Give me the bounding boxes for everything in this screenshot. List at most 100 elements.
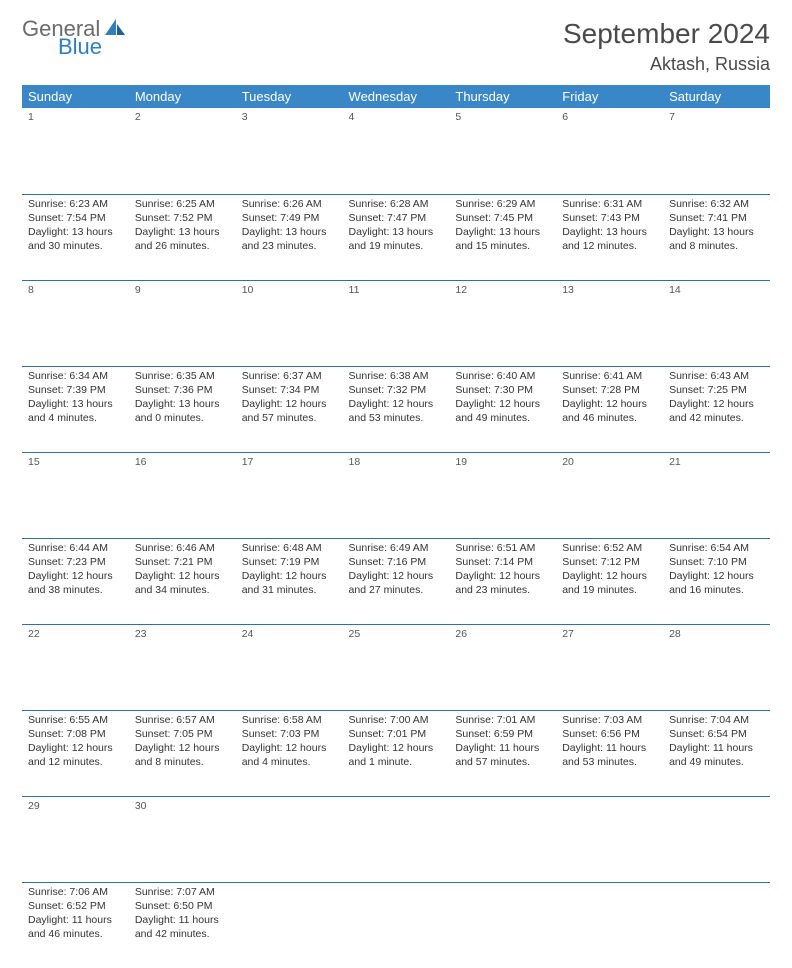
weekday-header: Wednesday	[343, 85, 450, 108]
sunrise-line: Sunrise: 6:29 AM	[455, 197, 550, 211]
day-number-cell: 3	[236, 108, 343, 194]
daylight-line: Daylight: 12 hours and 49 minutes.	[455, 397, 550, 425]
sunset-line: Sunset: 7:14 PM	[455, 555, 550, 569]
day-number-cell	[663, 796, 770, 882]
day-cell	[449, 882, 556, 968]
sunset-line: Sunset: 7:36 PM	[135, 383, 230, 397]
header: General Blue September 2024 Aktash, Russ…	[22, 18, 770, 75]
sunrise-line: Sunrise: 6:37 AM	[242, 369, 337, 383]
sunrise-line: Sunrise: 7:04 AM	[669, 713, 764, 727]
day-number-cell: 14	[663, 280, 770, 366]
sunrise-line: Sunrise: 6:43 AM	[669, 369, 764, 383]
day-cell: Sunrise: 7:04 AMSunset: 6:54 PMDaylight:…	[663, 710, 770, 796]
daylight-line: Daylight: 12 hours and 38 minutes.	[28, 569, 123, 597]
sunset-line: Sunset: 7:34 PM	[242, 383, 337, 397]
sunset-line: Sunset: 7:52 PM	[135, 211, 230, 225]
sunset-line: Sunset: 7:21 PM	[135, 555, 230, 569]
day-number-cell: 17	[236, 452, 343, 538]
day-number-cell: 18	[343, 452, 450, 538]
sunset-line: Sunset: 6:50 PM	[135, 899, 230, 913]
day-number-cell: 2	[129, 108, 236, 194]
day-number-cell: 10	[236, 280, 343, 366]
daylight-line: Daylight: 12 hours and 23 minutes.	[455, 569, 550, 597]
sunset-line: Sunset: 6:59 PM	[455, 727, 550, 741]
week-row: Sunrise: 6:55 AMSunset: 7:08 PMDaylight:…	[22, 710, 770, 796]
sunset-line: Sunset: 7:01 PM	[349, 727, 444, 741]
day-number-cell: 1	[22, 108, 129, 194]
day-cell: Sunrise: 7:01 AMSunset: 6:59 PMDaylight:…	[449, 710, 556, 796]
sunset-line: Sunset: 6:52 PM	[28, 899, 123, 913]
sunrise-line: Sunrise: 6:52 AM	[562, 541, 657, 555]
daylight-line: Daylight: 13 hours and 15 minutes.	[455, 225, 550, 253]
day-number-cell	[449, 796, 556, 882]
sunrise-line: Sunrise: 7:01 AM	[455, 713, 550, 727]
weekday-header: Tuesday	[236, 85, 343, 108]
day-cell: Sunrise: 6:43 AMSunset: 7:25 PMDaylight:…	[663, 366, 770, 452]
day-number-cell	[343, 796, 450, 882]
sunrise-line: Sunrise: 6:40 AM	[455, 369, 550, 383]
day-number-row: 1234567	[22, 108, 770, 194]
sunset-line: Sunset: 7:25 PM	[669, 383, 764, 397]
logo-text-blue: Blue	[58, 36, 126, 58]
sunrise-line: Sunrise: 6:54 AM	[669, 541, 764, 555]
day-number-cell: 25	[343, 624, 450, 710]
sunset-line: Sunset: 7:54 PM	[28, 211, 123, 225]
day-number-cell: 15	[22, 452, 129, 538]
sunrise-line: Sunrise: 6:35 AM	[135, 369, 230, 383]
daylight-line: Daylight: 12 hours and 57 minutes.	[242, 397, 337, 425]
sunset-line: Sunset: 7:45 PM	[455, 211, 550, 225]
sunrise-line: Sunrise: 6:55 AM	[28, 713, 123, 727]
day-cell: Sunrise: 6:51 AMSunset: 7:14 PMDaylight:…	[449, 538, 556, 624]
day-cell: Sunrise: 7:07 AMSunset: 6:50 PMDaylight:…	[129, 882, 236, 968]
sunset-line: Sunset: 6:56 PM	[562, 727, 657, 741]
logo: General Blue	[22, 18, 126, 58]
daylight-line: Daylight: 11 hours and 49 minutes.	[669, 741, 764, 769]
sunrise-line: Sunrise: 6:46 AM	[135, 541, 230, 555]
day-number-cell: 24	[236, 624, 343, 710]
week-row: Sunrise: 6:44 AMSunset: 7:23 PMDaylight:…	[22, 538, 770, 624]
daylight-line: Daylight: 12 hours and 27 minutes.	[349, 569, 444, 597]
day-cell: Sunrise: 6:37 AMSunset: 7:34 PMDaylight:…	[236, 366, 343, 452]
daylight-line: Daylight: 11 hours and 53 minutes.	[562, 741, 657, 769]
daylight-line: Daylight: 13 hours and 4 minutes.	[28, 397, 123, 425]
weekday-header: Sunday	[22, 85, 129, 108]
day-number-cell: 29	[22, 796, 129, 882]
day-number-cell: 5	[449, 108, 556, 194]
weekday-header: Monday	[129, 85, 236, 108]
daylight-line: Daylight: 12 hours and 4 minutes.	[242, 741, 337, 769]
day-number-cell: 7	[663, 108, 770, 194]
week-row: Sunrise: 7:06 AMSunset: 6:52 PMDaylight:…	[22, 882, 770, 968]
day-number-cell: 11	[343, 280, 450, 366]
day-number-cell: 21	[663, 452, 770, 538]
sunrise-line: Sunrise: 6:28 AM	[349, 197, 444, 211]
weekday-header: Friday	[556, 85, 663, 108]
day-cell: Sunrise: 6:48 AMSunset: 7:19 PMDaylight:…	[236, 538, 343, 624]
sunrise-line: Sunrise: 6:57 AM	[135, 713, 230, 727]
day-number-cell: 8	[22, 280, 129, 366]
daylight-line: Daylight: 12 hours and 19 minutes.	[562, 569, 657, 597]
daylight-line: Daylight: 11 hours and 46 minutes.	[28, 913, 123, 941]
sunset-line: Sunset: 7:47 PM	[349, 211, 444, 225]
sunset-line: Sunset: 7:28 PM	[562, 383, 657, 397]
day-cell: Sunrise: 6:49 AMSunset: 7:16 PMDaylight:…	[343, 538, 450, 624]
calendar-table: Sunday Monday Tuesday Wednesday Thursday…	[22, 85, 770, 968]
sunset-line: Sunset: 7:23 PM	[28, 555, 123, 569]
weekday-header: Thursday	[449, 85, 556, 108]
day-cell: Sunrise: 6:32 AMSunset: 7:41 PMDaylight:…	[663, 194, 770, 280]
sunset-line: Sunset: 7:32 PM	[349, 383, 444, 397]
sunset-line: Sunset: 7:05 PM	[135, 727, 230, 741]
sunset-line: Sunset: 7:19 PM	[242, 555, 337, 569]
day-cell: Sunrise: 6:31 AMSunset: 7:43 PMDaylight:…	[556, 194, 663, 280]
day-number-row: 891011121314	[22, 280, 770, 366]
sunrise-line: Sunrise: 7:07 AM	[135, 885, 230, 899]
daylight-line: Daylight: 11 hours and 42 minutes.	[135, 913, 230, 941]
sunrise-line: Sunrise: 6:38 AM	[349, 369, 444, 383]
daylight-line: Daylight: 12 hours and 42 minutes.	[669, 397, 764, 425]
sunrise-line: Sunrise: 6:49 AM	[349, 541, 444, 555]
sunrise-line: Sunrise: 6:26 AM	[242, 197, 337, 211]
day-number-cell: 27	[556, 624, 663, 710]
sunset-line: Sunset: 7:49 PM	[242, 211, 337, 225]
day-cell: Sunrise: 6:46 AMSunset: 7:21 PMDaylight:…	[129, 538, 236, 624]
day-number-cell	[236, 796, 343, 882]
sunrise-line: Sunrise: 6:51 AM	[455, 541, 550, 555]
